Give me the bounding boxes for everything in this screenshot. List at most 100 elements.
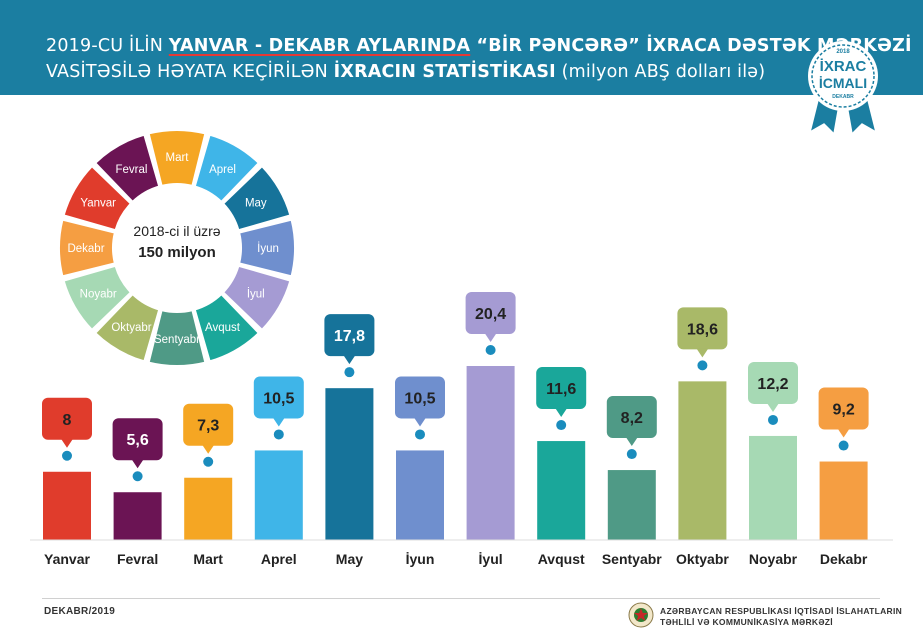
bar-5: [325, 388, 374, 540]
bar-6: [396, 450, 444, 540]
bar-11: [749, 435, 797, 540]
value-box-pointer-9: [625, 437, 638, 447]
data-label-4: 10,5: [263, 390, 294, 407]
tick-label-9: Sentyabr: [602, 551, 662, 567]
value-box-pointer-5: [343, 355, 356, 365]
month-ring: Mart Aprel May İyun İyul Avqust SentyabrOktyab…: [58, 129, 296, 367]
tick-label-1: Yanvar: [44, 551, 90, 567]
tick-label-5: May: [336, 551, 363, 567]
ring-segment-aprel: [193, 133, 261, 204]
title-line-1: 2019-CU İLİN YANVAR - DEKABR AYLARINDA “…: [46, 36, 912, 56]
page-title: 2019-CU İLİN YANVAR - DEKABR AYLARINDA “…: [46, 33, 912, 85]
bar-dot-4: [273, 429, 284, 440]
ring-segment-i-yun: [237, 218, 296, 278]
ring-label-dekabr: Dekabr: [67, 243, 104, 255]
value-box-8: [536, 367, 587, 410]
svg-text:2018: 2018: [836, 49, 850, 55]
data-label-1: 8: [63, 412, 72, 429]
ring-segment-yanvar: [62, 164, 133, 232]
tick-label-3: Mart: [193, 551, 223, 567]
bar-dot-8: [556, 420, 567, 431]
value-box-pointer-1: [61, 438, 73, 448]
ixrac-icmali-badge: 2018 İXRAC İCMALI DEKABR: [808, 41, 878, 136]
value-box-7: [465, 292, 516, 334]
value-box-pointer-10: [696, 348, 709, 358]
ring-segment-fevral: [93, 133, 161, 204]
bar-dot-5: [344, 367, 355, 378]
data-label-7: 20,4: [475, 306, 506, 323]
svg-text:DEKABR: DEKABR: [832, 94, 854, 100]
header-banner: 2019-CU İLİN YANVAR - DEKABR AYLARINDA “…: [0, 0, 923, 95]
bar-dot-11: [768, 414, 778, 425]
bar-dot-10: [697, 360, 708, 371]
value-box-5: [324, 314, 375, 357]
bar-dot-2: [132, 471, 143, 482]
bar-3: [184, 477, 233, 540]
tick-label-8: Avqust: [538, 551, 585, 567]
ring-segment-oktyabr: [93, 292, 161, 363]
footer-organization: AZƏRBAYCAN RESPUBLİKASI İQTİSADİ İSLAHAT…: [660, 606, 902, 628]
value-box-3: [183, 403, 234, 446]
ring-segment-i-yul: [221, 264, 292, 332]
ring-segment-sentyabr: [147, 308, 207, 367]
data-label-11: 12,2: [757, 376, 788, 393]
emblem-icon: [628, 602, 654, 628]
data-label-3: 7,3: [197, 418, 219, 435]
value-box-pointer-12: [837, 428, 850, 438]
ring-label-noyabr: Noyabr: [80, 289, 117, 301]
ring-center: [115, 186, 239, 310]
tick-label-4: Aprel: [261, 551, 297, 567]
tick-label-6: İyun: [406, 551, 435, 567]
ring-label-i-yun: İyun: [257, 242, 279, 255]
data-label-12: 9,2: [832, 402, 854, 419]
value-box-pointer-2: [131, 459, 144, 469]
bar-dot-6: [415, 429, 425, 440]
value-box-6: [395, 376, 445, 419]
data-label-9: 8,2: [621, 410, 643, 427]
footer-date: DEKABR/2019: [44, 606, 116, 617]
value-box-pointer-4: [272, 417, 285, 427]
footer-org-line-1: AZƏRBAYCAN RESPUBLİKASI İQTİSADİ İSLAHAT…: [660, 606, 903, 616]
ring-segment-dekabr: [58, 218, 117, 278]
bar-dot-1: [62, 450, 72, 461]
summary-line-2: 150 milyon: [138, 244, 216, 261]
ring-label-fevral: Fevral: [116, 164, 148, 176]
ring-label-oktyabr: Oktyabr: [111, 322, 151, 334]
bar-8: [537, 441, 586, 540]
title-line-2: VASİTƏSİLƏ HƏYATA KEÇİRİLƏN İXRACIN STAT…: [46, 62, 766, 82]
bar-dot-12: [838, 440, 849, 451]
value-box-pointer-6: [414, 417, 426, 427]
bar-10: [678, 381, 727, 540]
value-box-10: [677, 307, 728, 350]
data-label-6: 10,5: [404, 390, 435, 407]
bar-12: [819, 461, 868, 540]
value-box-pointer-3: [202, 444, 215, 454]
data-label-8: 11,6: [546, 381, 576, 398]
bar-7: [466, 366, 515, 540]
value-box-12: [818, 387, 869, 430]
ring-segment-mart: [147, 129, 207, 188]
value-box-2: [112, 418, 163, 461]
value-box-pointer-11: [767, 402, 779, 412]
bar-dot-7: [485, 345, 496, 355]
ring-segment-noyabr: [62, 264, 133, 332]
value-box-pointer-7: [484, 333, 497, 342]
tick-label-11: Noyabr: [749, 551, 798, 567]
footer-divider: [42, 598, 880, 599]
data-label-2: 5,6: [126, 432, 148, 449]
value-box-11: [748, 361, 798, 404]
summary-line-1: 2018-ci il üzrə: [133, 223, 220, 239]
value-box-4: [253, 376, 304, 419]
footer-org-line-2: TƏHLİLİ VƏ KOMMUNİKASİYA MƏRKƏZİ: [660, 617, 833, 627]
ring-label-i-yul: İyul: [247, 288, 265, 301]
value-box-pointer-8: [555, 408, 568, 418]
value-box-9: [606, 396, 657, 439]
bar-9: [607, 470, 656, 540]
bar-4: [254, 450, 303, 540]
ring-label-yanvar: Yanvar: [80, 198, 116, 210]
bar-dot-3: [203, 456, 214, 467]
ring-label-avqust: Avqust: [205, 322, 241, 334]
value-box-1: [42, 397, 92, 440]
ring-label-may: May: [245, 198, 267, 210]
